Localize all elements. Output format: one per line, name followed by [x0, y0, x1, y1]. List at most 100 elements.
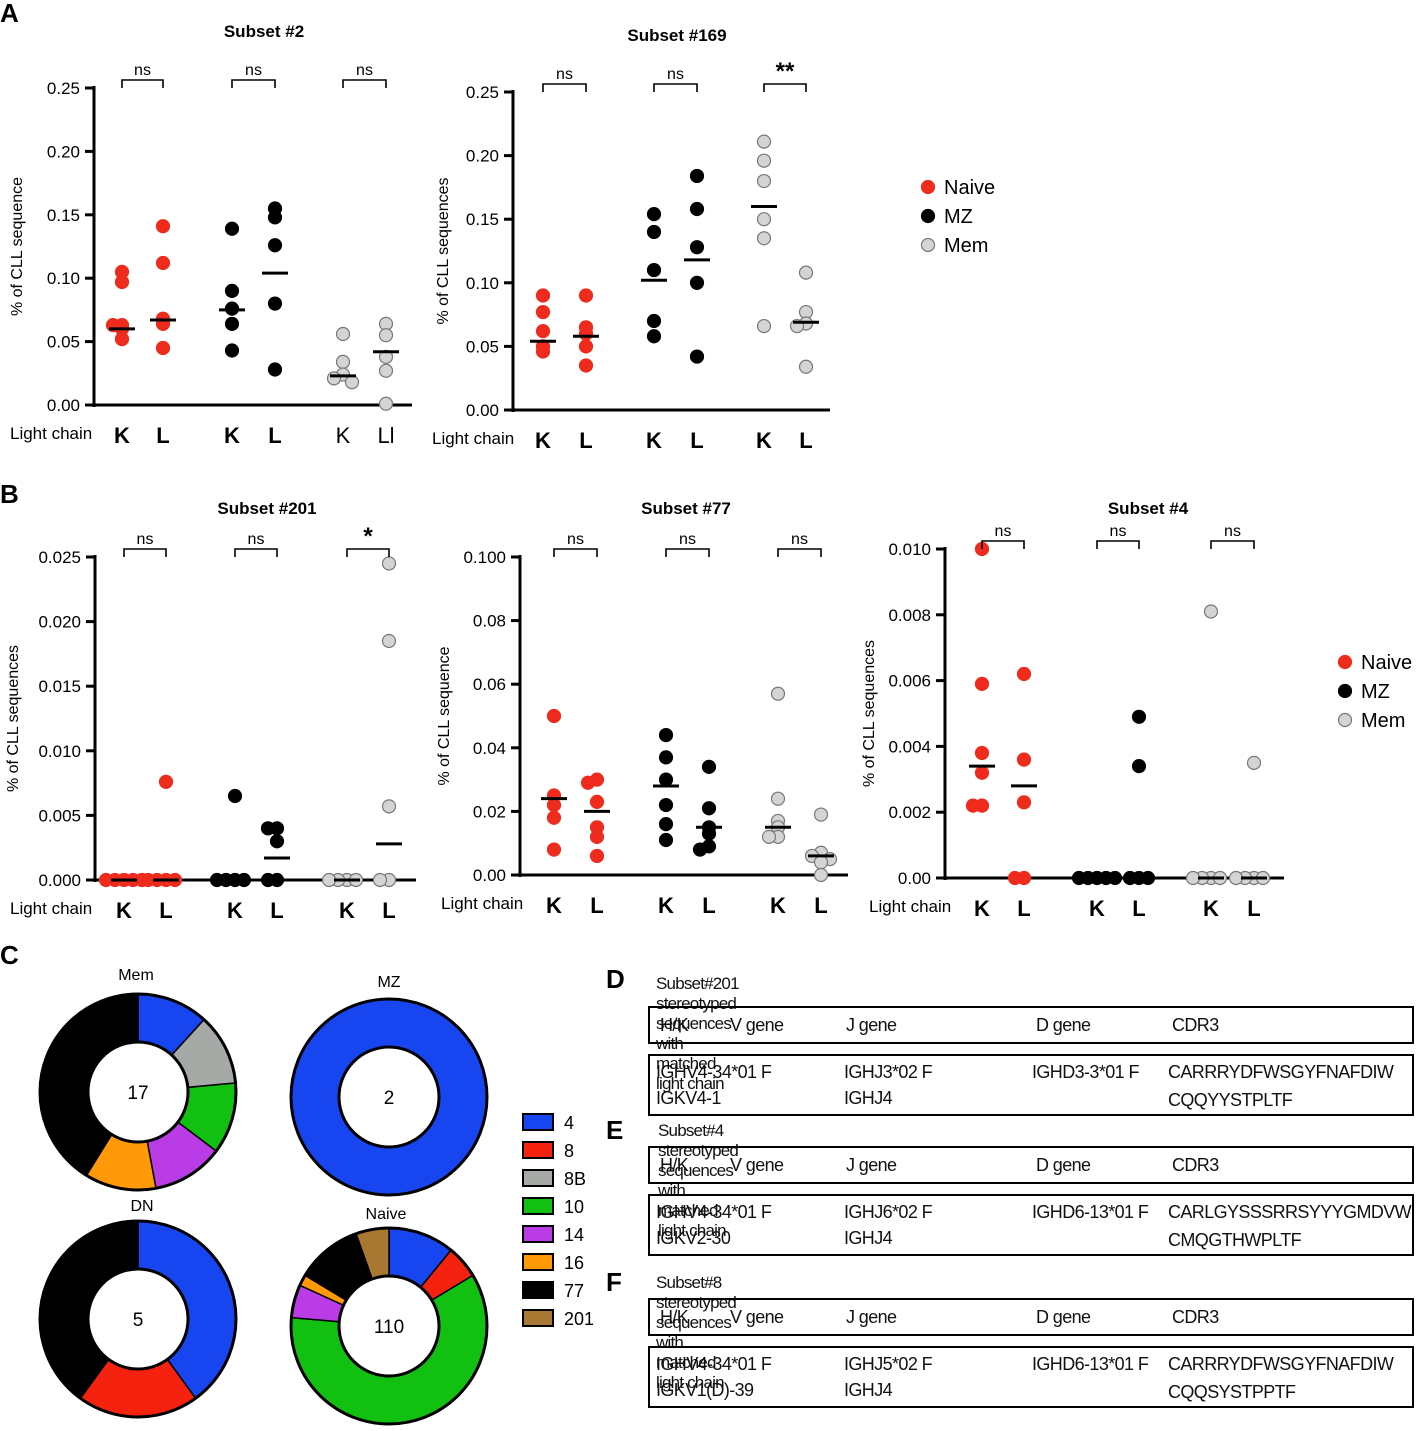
data-point [1131, 759, 1147, 774]
data-point [578, 326, 594, 341]
data-point [224, 343, 240, 358]
legend-marker-mz [1337, 683, 1353, 699]
data-point [381, 633, 397, 649]
y-axis-label: % of CLL sequences [5, 645, 22, 792]
x-axis-label: Light chain [869, 897, 951, 916]
x-category-label: L [702, 893, 715, 918]
data-point [756, 153, 772, 168]
data-point [813, 867, 829, 883]
data-point [646, 262, 662, 278]
legend-label-14: 14 [564, 1225, 584, 1245]
data-point [535, 304, 551, 320]
data-point [260, 821, 276, 836]
y-tick-label: 0.08 [473, 612, 506, 631]
significance-bracket [763, 83, 807, 92]
significance-label: ns [1110, 523, 1127, 540]
y-tick-label: 0.005 [38, 806, 81, 825]
significance-bracket [665, 548, 710, 557]
donut-title: MZ [377, 974, 400, 991]
data-point [260, 872, 276, 888]
donut-center-count: 110 [374, 1317, 404, 1338]
legend-swatch-77 [522, 1281, 554, 1299]
data-point [689, 275, 705, 290]
data-point [658, 797, 674, 813]
data-point [1071, 870, 1087, 886]
data-point [546, 708, 562, 724]
data-point [344, 375, 360, 390]
data-point [798, 265, 814, 280]
chart-title: Subset #201 [217, 499, 316, 518]
significance-label: ns [995, 523, 1012, 540]
donut-hole [337, 1274, 441, 1378]
legend-label-10: 10 [564, 1197, 584, 1217]
data-point [1107, 870, 1123, 886]
data-point [756, 134, 772, 149]
legend-marker-naive [1337, 654, 1353, 670]
data-point [689, 240, 705, 255]
y-tick-label: 0.25 [47, 79, 80, 98]
panel-label-B: B [0, 479, 19, 509]
legend-swatch-16 [522, 1253, 554, 1271]
data-point [267, 210, 283, 225]
y-tick-label: 0.05 [466, 337, 499, 356]
data-point [1131, 709, 1147, 724]
data-point [98, 872, 114, 888]
donut-outline [289, 1226, 489, 1426]
data-point [155, 340, 171, 356]
legend-swatch-4 [522, 1113, 554, 1131]
x-category-label: K [1089, 896, 1105, 921]
data-point [267, 238, 283, 253]
y-tick-label: 0.006 [888, 672, 931, 691]
x-category-label: K [974, 896, 990, 921]
data-point [546, 797, 562, 813]
data-point [658, 750, 674, 765]
data-point [321, 872, 337, 888]
y-tick-label: 0.10 [466, 274, 499, 293]
x-category-label: K [1203, 896, 1219, 921]
y-tick-label: 0.15 [47, 206, 80, 225]
x-category-label: K [227, 898, 243, 923]
data-point [578, 288, 594, 303]
data-point [155, 255, 171, 271]
y-tick-label: 0.15 [466, 210, 499, 229]
data-point [756, 212, 772, 227]
y-tick-label: 0.06 [473, 675, 506, 694]
data-point [756, 318, 772, 334]
data-point [158, 774, 174, 789]
significance-bracket [1096, 540, 1140, 549]
x-category-label: L [159, 898, 172, 923]
x-axis-label: Light chain [10, 424, 92, 443]
data-point [335, 354, 351, 369]
y-tick-label: 0.025 [38, 548, 81, 567]
significance-label: ** [776, 58, 795, 85]
y-axis-label: % of CLL sequence [9, 177, 26, 316]
y-tick-label: 0.10 [47, 269, 80, 288]
significance-label: ns [567, 531, 584, 548]
data-point [689, 168, 705, 184]
data-point [140, 872, 156, 888]
y-axis-label: % of CLL sequences [435, 177, 452, 324]
legend-label-8B: 8B [564, 1169, 586, 1189]
legend-label-mem: Mem [944, 235, 988, 257]
panel-label-F: F [606, 1267, 622, 1297]
x-category-label: L [579, 428, 592, 453]
data-point [646, 224, 662, 240]
x-category-label: L [268, 423, 281, 448]
x-category-label: K [114, 423, 130, 448]
x-category-label: K [756, 428, 772, 453]
data-point [974, 745, 990, 761]
legend-label-mz: MZ [944, 206, 973, 228]
x-category-label: K [658, 893, 674, 918]
y-tick-label: 0.020 [38, 613, 81, 632]
data-point [658, 772, 674, 787]
data-point [335, 326, 351, 342]
significance-bracket [123, 548, 167, 557]
donut-center-count: 2 [384, 1088, 395, 1109]
significance-bracket [553, 548, 598, 557]
x-category-label: L [270, 898, 283, 923]
x-category-label: L [814, 893, 827, 918]
donut-hole [86, 1040, 190, 1144]
data-point [756, 231, 772, 246]
donut-outline [38, 992, 238, 1192]
donut-hole [337, 1045, 441, 1149]
